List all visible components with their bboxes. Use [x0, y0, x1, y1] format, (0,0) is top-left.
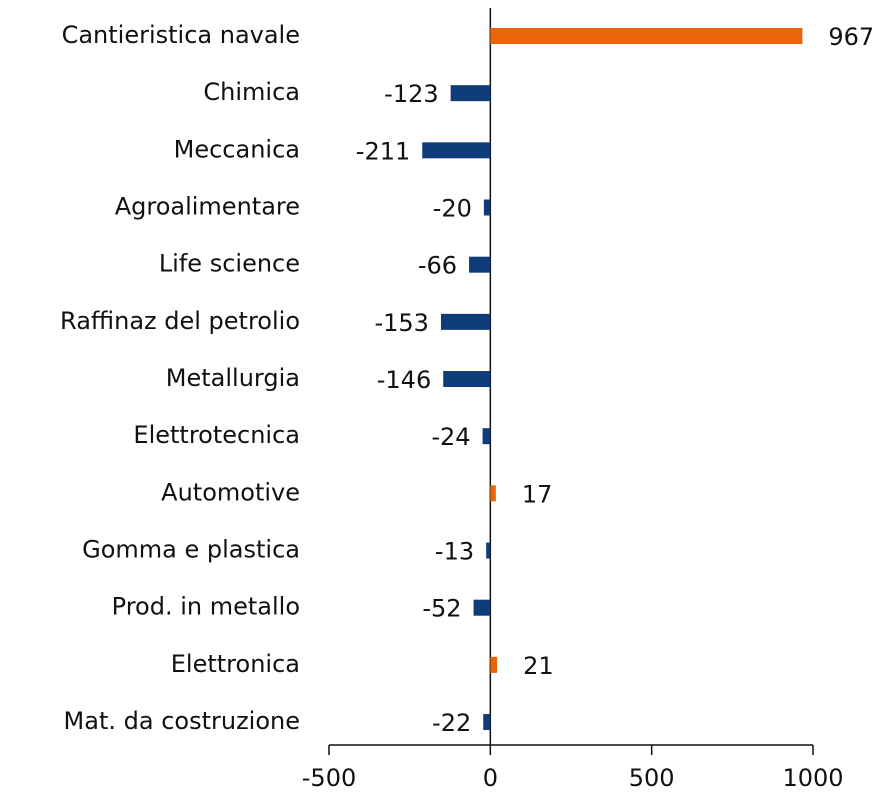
y-tick-label: Cantieristica navale	[62, 21, 300, 49]
bar	[490, 485, 496, 502]
bar	[490, 28, 803, 44]
bar	[482, 428, 491, 445]
bar	[469, 256, 491, 273]
x-tick-label: 1000	[782, 764, 843, 792]
value-label: -66	[418, 252, 457, 280]
y-tick-label: Meccanica	[174, 135, 300, 163]
value-label: -24	[431, 423, 470, 451]
bar	[440, 313, 491, 330]
y-tick-label: Automotive	[161, 478, 300, 506]
value-label: -123	[384, 80, 438, 108]
bar	[483, 199, 491, 216]
y-tick-label: Prod. in metallo	[112, 593, 300, 621]
bar	[473, 599, 491, 616]
x-tick-label: 0	[483, 764, 498, 792]
y-tick-label: Elettronica	[171, 650, 300, 678]
value-label: 967	[828, 23, 874, 51]
value-label: -13	[435, 538, 474, 566]
bar	[490, 656, 498, 673]
x-tick-label: 500	[629, 764, 675, 792]
y-tick-label: Mat. da costruzione	[64, 707, 300, 735]
value-label: -52	[422, 595, 461, 623]
y-tick-label: Gomma e plastica	[82, 536, 300, 564]
y-tick-label: Raffinaz del petrolio	[60, 307, 300, 335]
bar	[486, 542, 491, 559]
y-tick-label: Agroalimentare	[115, 193, 300, 221]
y-tick-label: Chimica	[203, 78, 300, 106]
value-label: -153	[374, 309, 428, 337]
bar	[443, 371, 491, 388]
value-label: 17	[522, 480, 553, 508]
y-tick-label: Elettrotecnica	[133, 421, 300, 449]
value-label: 21	[523, 652, 554, 680]
bar	[483, 714, 491, 731]
bar	[450, 85, 491, 102]
bar	[422, 142, 491, 159]
x-tick-label: -500	[302, 764, 356, 792]
value-label: -146	[377, 366, 431, 394]
y-tick-label: Metallurgia	[166, 364, 300, 392]
value-label: -211	[356, 137, 410, 165]
y-tick-label: Life science	[159, 250, 300, 278]
value-label: -20	[433, 195, 472, 223]
value-label: -22	[432, 709, 471, 737]
